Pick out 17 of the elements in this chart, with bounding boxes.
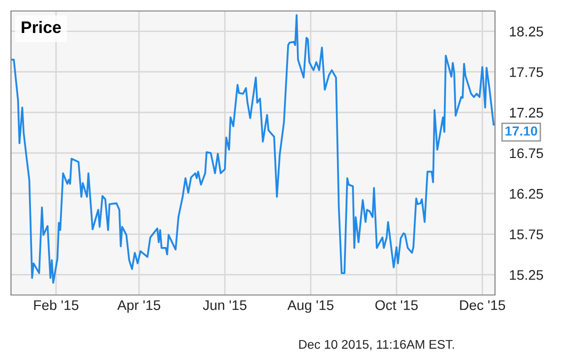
x-tick-label: Dec '15 bbox=[460, 300, 506, 310]
x-tick-label: Feb '15 bbox=[34, 300, 78, 310]
y-tick-label: 16.75 bbox=[510, 148, 544, 158]
x-tick-label: Oct '15 bbox=[375, 300, 418, 310]
y-tick-label: 15.25 bbox=[510, 270, 544, 280]
y-tick-label: 17.25 bbox=[510, 108, 544, 118]
y-tick-label: 16.25 bbox=[510, 188, 544, 199]
y-tick-label: 17.75 bbox=[510, 67, 544, 78]
x-tick-label: Aug '15 bbox=[287, 300, 334, 313]
y-tick-label: 15.75 bbox=[510, 230, 544, 240]
y-tick-label: 18.25 bbox=[510, 26, 544, 36]
annotation: 17.10 bbox=[506, 126, 538, 136]
text: Dec 10 2015, 11:16AM EST. bbox=[299, 340, 454, 350]
x-tick-label: Apr '15 bbox=[117, 300, 160, 313]
x-tick-label: Jun '15 bbox=[202, 300, 246, 310]
chart-title: Price bbox=[22, 20, 61, 34]
line-series bbox=[12, 14, 494, 284]
